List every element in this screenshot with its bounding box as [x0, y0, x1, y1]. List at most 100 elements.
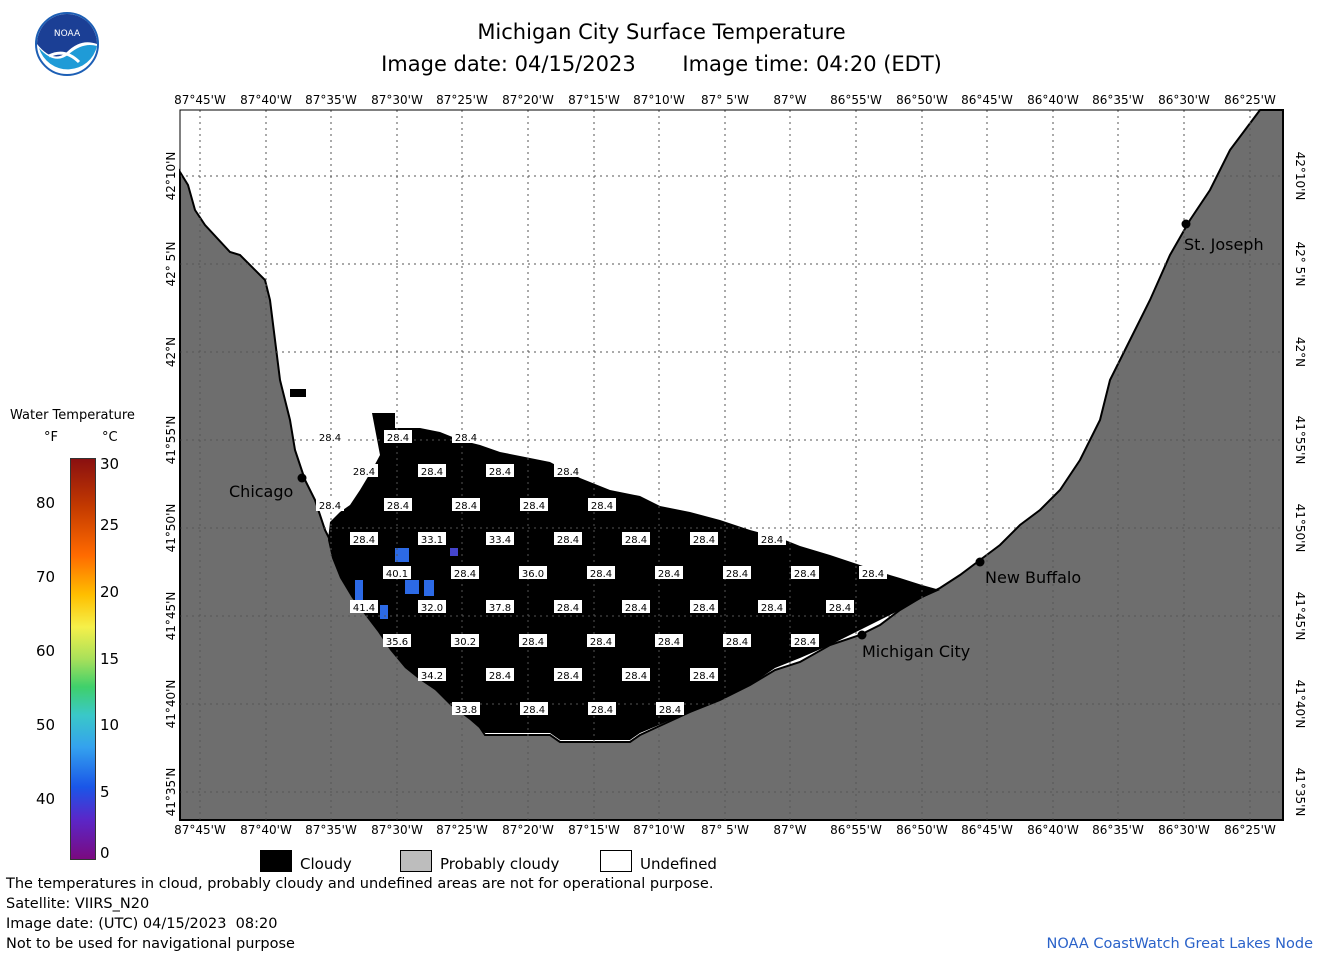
lat-label: 41°45'N: [164, 592, 178, 641]
temperature-label-bg: [791, 566, 819, 579]
lat-label: 42°10'N: [164, 152, 178, 201]
temperature-label-bg: [723, 634, 751, 647]
lat-label: 42°N: [1293, 337, 1307, 367]
temperature-label-bg: [791, 634, 819, 647]
lon-label: 86°45'W: [961, 823, 1013, 837]
temperature-value: 33.4: [489, 535, 511, 546]
lon-label: 87°20'W: [502, 93, 554, 107]
temperature-label-bg: [655, 634, 683, 647]
temperature-label: 35.6: [383, 634, 411, 648]
temperature-label: 28.4: [690, 668, 718, 682]
temperature-label: 30.2: [451, 634, 479, 648]
lon-label: 86°45'W: [961, 93, 1013, 107]
temperature-value: 28.4: [455, 501, 477, 512]
lat-label: 41°55'N: [164, 416, 178, 465]
temperature-label: 28.4: [384, 498, 412, 512]
temperature-value: 28.4: [387, 433, 409, 444]
temperature-label-bg: [758, 532, 786, 545]
temperature-label: 41.4: [350, 600, 378, 614]
noaa-logo: NOAA: [35, 12, 99, 76]
lon-label: 87°10'W: [633, 823, 685, 837]
c-tick-15: 15: [100, 650, 120, 668]
lon-label: 87°45'W: [174, 93, 226, 107]
f-tick-40: 40: [36, 790, 56, 808]
temperature-value: 40.1: [386, 569, 408, 580]
temperature-label-bg: [587, 634, 615, 647]
temperature-label: 28.4: [826, 600, 854, 614]
lon-label: 87°30'W: [371, 823, 423, 837]
warm-pixel-1: [395, 548, 409, 562]
lat-label: 41°55'N: [1293, 416, 1307, 465]
temperature-label-bg: [826, 600, 854, 613]
legend-label-probably-cloudy: Probably cloudy: [440, 855, 560, 873]
temperature-label-bg: [554, 600, 582, 613]
lon-label: 86°50'W: [896, 823, 948, 837]
temperature-label-bg: [350, 464, 378, 477]
lat-label: 42°10'N: [1293, 152, 1307, 201]
temperature-value: 32.0: [421, 603, 443, 614]
temperature-label: 28.4: [554, 668, 582, 682]
footer-navigation-note: Not to be used for navigational purpose: [6, 936, 295, 952]
temperature-label: 28.4: [452, 498, 480, 512]
temperature-label-bg: [452, 430, 480, 443]
lon-label: 86°35'W: [1092, 823, 1144, 837]
temperature-label-bg: [486, 532, 514, 545]
temperature-value: 28.4: [353, 535, 375, 546]
temperature-value: 28.4: [693, 535, 715, 546]
lon-labels-bottom: 87°45'W 87°40'W 87°35'W 87°30'W 87°25'W …: [174, 823, 1276, 837]
temperature-value: 28.4: [829, 603, 851, 614]
temperature-value: 36.0: [522, 569, 544, 580]
temperature-label-bg: [350, 600, 378, 613]
temperature-value: 41.4: [353, 603, 375, 614]
lon-label: 87°30'W: [371, 93, 423, 107]
warm-pixel-4: [355, 580, 363, 600]
temperature-label-bg: [655, 566, 683, 579]
temperature-value: 28.4: [726, 569, 748, 580]
temperature-label-bg: [554, 464, 582, 477]
temperature-value: 28.4: [319, 501, 341, 512]
lon-label: 87°20'W: [502, 823, 554, 837]
temperature-label-bg: [418, 464, 446, 477]
temperature-label-bg: [519, 566, 547, 579]
lon-label: 86°35'W: [1092, 93, 1144, 107]
temperature-label: 28.4: [622, 668, 650, 682]
temperature-label: 28.4: [451, 566, 479, 580]
temperature-value: 28.4: [625, 535, 647, 546]
temperature-value: 28.4: [726, 637, 748, 648]
temperature-label-bg: [622, 600, 650, 613]
temperature-value: 28.4: [319, 433, 341, 444]
c-tick-30: 30: [100, 455, 120, 473]
temperature-label: 32.0: [418, 600, 446, 614]
temperature-value: 28.4: [523, 705, 545, 716]
temperature-value: 33.8: [455, 705, 477, 716]
lon-label: 87°W: [773, 93, 806, 107]
lon-label: 86°25'W: [1224, 93, 1276, 107]
lon-label: 87°W: [773, 823, 806, 837]
temperature-label: 28.4: [486, 464, 514, 478]
lon-label: 87°40'W: [240, 823, 292, 837]
temperature-label: 28.4: [587, 634, 615, 648]
lat-label: 42° 5'N: [164, 242, 178, 287]
temperature-label: 28.4: [587, 566, 615, 580]
lon-label: 87°10'W: [633, 93, 685, 107]
lon-label: 87°15'W: [568, 93, 620, 107]
lat-label: 42° 5'N: [1293, 242, 1307, 287]
temperature-label: 28.4: [520, 702, 548, 716]
temperature-value: 28.4: [590, 569, 612, 580]
temperature-label-bg: [316, 430, 344, 443]
map-frame: [179, 109, 1284, 821]
temperature-label-bg: [690, 532, 718, 545]
lon-label: 86°40'W: [1027, 823, 1079, 837]
lon-label: 86°25'W: [1224, 823, 1276, 837]
temperature-label-bg: [451, 634, 479, 647]
f-tick-70: 70: [36, 568, 56, 586]
lon-label: 87°25'W: [436, 93, 488, 107]
temperature-label: 40.1: [383, 566, 411, 580]
temperature-value: 28.4: [454, 569, 476, 580]
temperature-value: 28.4: [489, 467, 511, 478]
temperature-value: 35.6: [386, 637, 408, 648]
temperature-label: 28.4: [350, 464, 378, 478]
cloud-patch-1: [290, 389, 306, 397]
temperature-labels: 28.4 28.4 28.4 28.4 28.4 28.4 28.4 28.4 28.4 28.4…: [316, 430, 887, 716]
temperature-label: 36.0: [519, 566, 547, 580]
